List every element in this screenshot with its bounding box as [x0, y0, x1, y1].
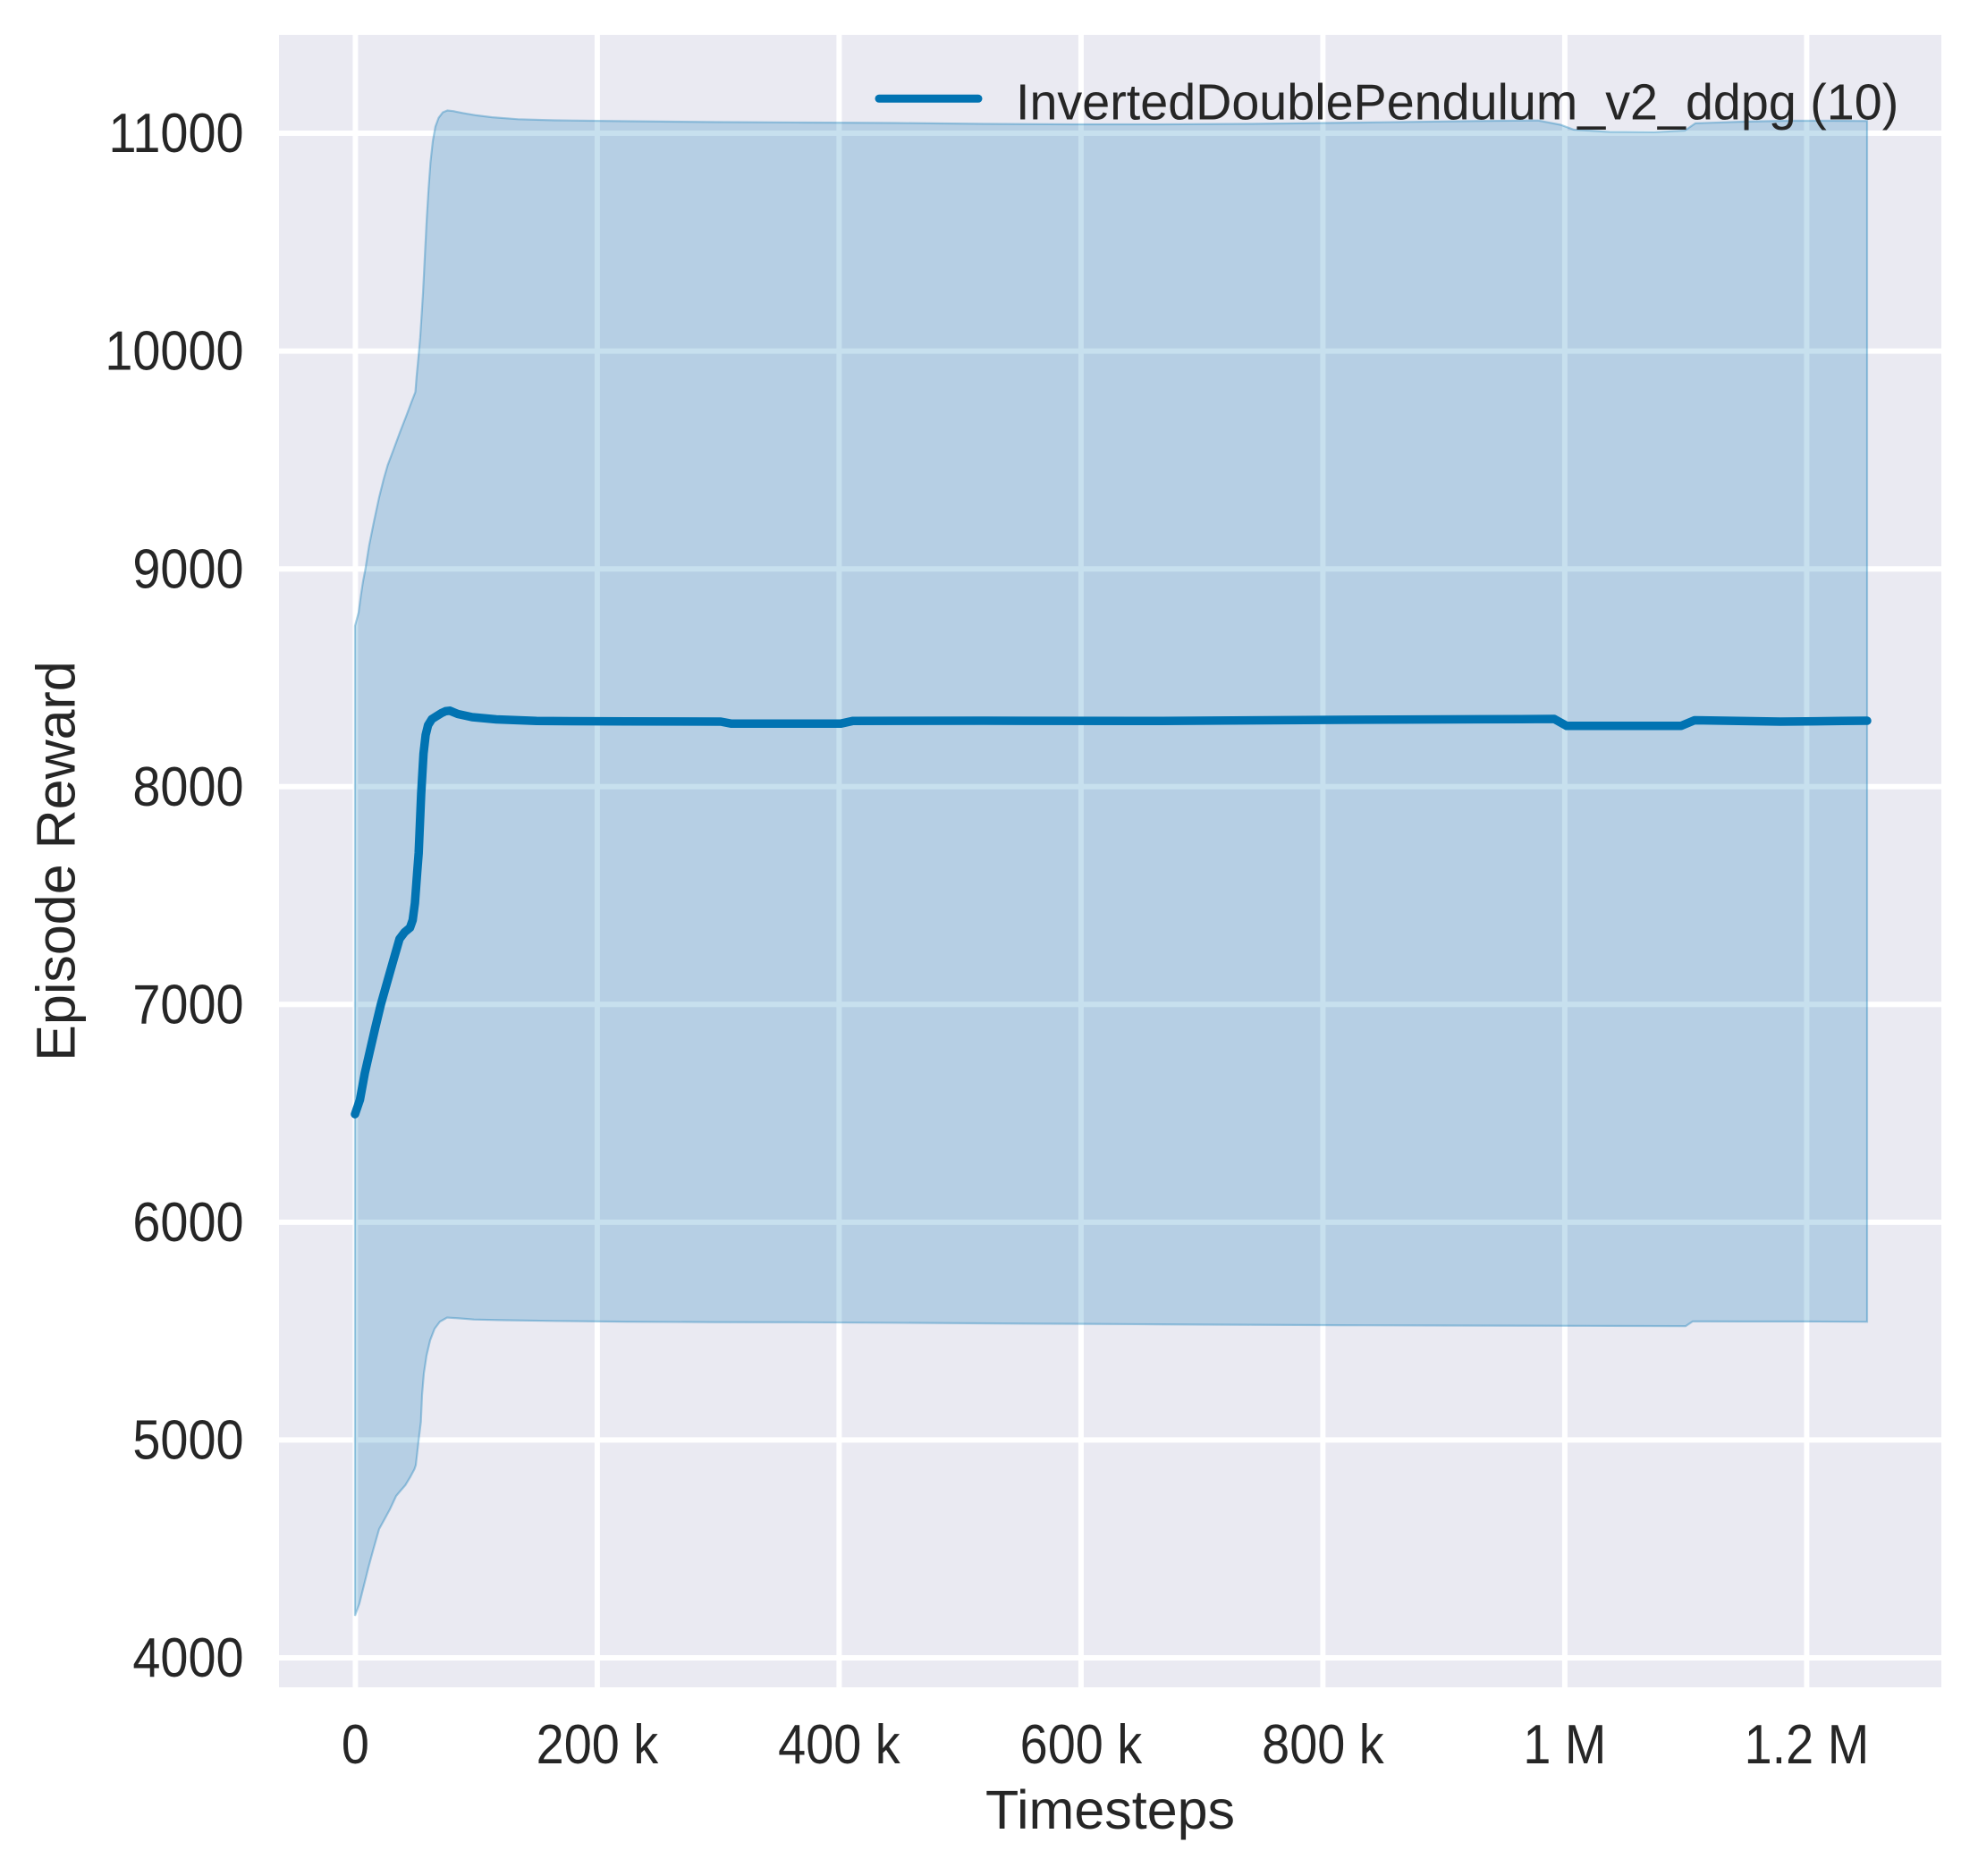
svg-text:InvertedDoublePendulum_v2_ddpg: InvertedDoublePendulum_v2_ddpg (10) [1016, 73, 1898, 131]
svg-text:200 k: 200 k [537, 1714, 659, 1775]
svg-text:400 k: 400 k [778, 1714, 900, 1775]
svg-text:4000: 4000 [132, 1627, 243, 1688]
svg-text:10000: 10000 [105, 321, 243, 382]
svg-text:1 M: 1 M [1523, 1714, 1606, 1775]
svg-text:600 k: 600 k [1020, 1714, 1143, 1775]
svg-text:11000: 11000 [109, 103, 244, 164]
svg-text:8000: 8000 [132, 756, 243, 817]
svg-text:Episode Reward: Episode Reward [26, 661, 87, 1061]
svg-text:800 k: 800 k [1262, 1714, 1384, 1775]
svg-text:9000: 9000 [132, 539, 243, 600]
svg-text:5000: 5000 [132, 1410, 243, 1471]
svg-text:Timesteps: Timesteps [985, 1779, 1235, 1840]
svg-text:6000: 6000 [132, 1192, 243, 1253]
svg-text:0: 0 [342, 1714, 369, 1775]
svg-text:1.2 M: 1.2 M [1745, 1714, 1870, 1775]
svg-text:7000: 7000 [132, 975, 243, 1035]
